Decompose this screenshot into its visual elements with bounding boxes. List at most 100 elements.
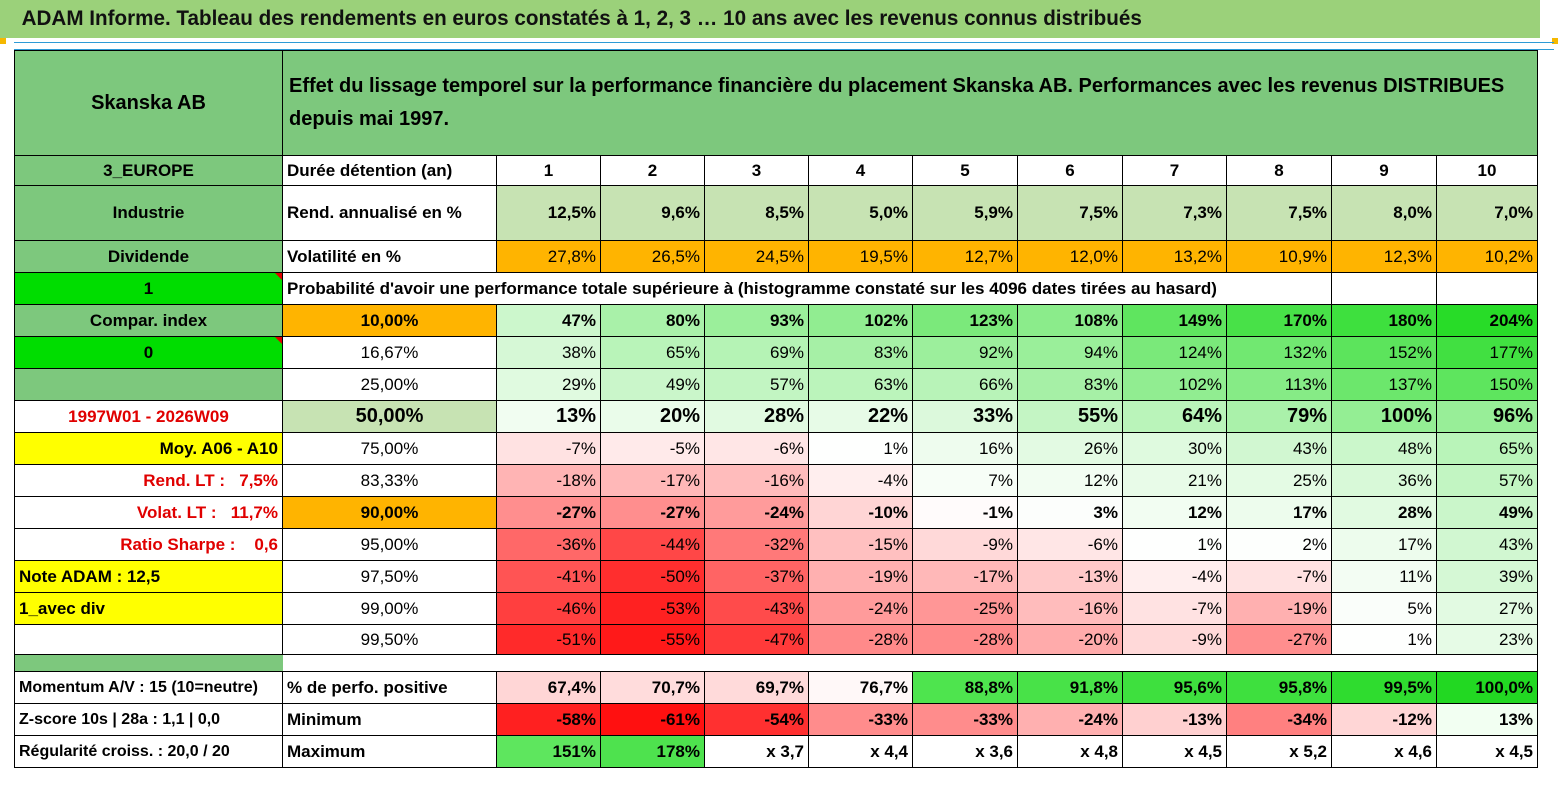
- quantile-value: 100%: [1331, 400, 1437, 433]
- performance-table: Skanska AB Effet du lissage temporel sur…: [14, 50, 1538, 768]
- positive-value: 91,8%: [1017, 671, 1123, 704]
- minimum-value: -58%: [496, 703, 601, 736]
- quantile-value: 170%: [1226, 304, 1332, 337]
- income-cell: Dividende: [14, 240, 283, 273]
- quantile-percent: 75,00%: [282, 432, 497, 465]
- quantile-value: 137%: [1331, 368, 1437, 401]
- quantile-value: 43%: [1226, 432, 1332, 465]
- quantile-value: -7%: [496, 432, 601, 465]
- zscore-cell: Z-score 10s | 28a : 1,1 | 0,0: [14, 703, 283, 736]
- quantile-value: -19%: [808, 560, 913, 593]
- maximum-value: 178%: [600, 735, 705, 768]
- momentum-cell: Momentum A/V : 15 (10=neutre): [14, 671, 283, 704]
- quantile-value: 1%: [808, 432, 913, 465]
- quantile-value: 48%: [1331, 432, 1437, 465]
- quantile-row: 0 16,67% 38% 65% 69% 83% 92% 94% 124% 132% 152% 17…: [14, 336, 1538, 369]
- quantile-value: 132%: [1226, 336, 1332, 369]
- quantile-value: 124%: [1122, 336, 1227, 369]
- quantile-percent: 90,00%: [282, 496, 497, 529]
- quantile-row: 1997W01 - 2026W09 50,00% 13% 20% 28% 22% 33% 5…: [14, 400, 1538, 433]
- quantile-row: Volat. LT : 11,7% 90,00% -27% -27% -24% -10%…: [14, 496, 1538, 529]
- quantile-value: 26%: [1017, 432, 1123, 465]
- quantile-row: 25,00% 29% 49% 57% 63% 66% 83% 102% 113% 137% 150%: [14, 368, 1538, 401]
- quantile-value: -6%: [704, 432, 809, 465]
- year-header: 8: [1226, 155, 1332, 186]
- quantile-value: 63%: [808, 368, 913, 401]
- quantile-value: 3%: [1017, 496, 1123, 529]
- quantile-value: -15%: [808, 528, 913, 561]
- quantile-value: -43%: [704, 592, 809, 625]
- maximum-value: x 4,4: [808, 735, 913, 768]
- quantile-value: -18%: [496, 464, 601, 497]
- sharpe-label: Ratio Sharpe :: [120, 534, 236, 554]
- flag-cell[interactable]: 0: [14, 336, 283, 369]
- rend-value: 7,3%: [1122, 185, 1227, 241]
- quantile-value: 94%: [1017, 336, 1123, 369]
- quantile-value: -36%: [496, 528, 601, 561]
- quantile-row: Moy. A06 - A10 75,00% -7% -5% -6% 1% 16% 26% 30…: [14, 432, 1538, 465]
- spacer-cell: [14, 654, 283, 672]
- quantile-value: -4%: [1122, 560, 1227, 593]
- quantile-value: 92%: [912, 336, 1018, 369]
- quantile-value: 83%: [808, 336, 913, 369]
- quantile-row: Compar. index 10,00% 47% 80% 93% 102% 123% 108…: [14, 304, 1538, 337]
- quantile-value: -13%: [1017, 560, 1123, 593]
- volat-value: 12,7%: [912, 240, 1018, 273]
- year-header: 1: [496, 155, 601, 186]
- quantile-value: 113%: [1226, 368, 1332, 401]
- empty-cell: [14, 368, 283, 401]
- quantile-value: 83%: [1017, 368, 1123, 401]
- year-header: 10: [1436, 155, 1538, 186]
- quantile-row: 1_avec div 99,00% -46% -53% -43% -24% -25% -16…: [14, 592, 1538, 625]
- quantile-value: 55%: [1017, 400, 1123, 433]
- maximum-value: x 4,5: [1122, 735, 1227, 768]
- minimum-value: -24%: [1017, 703, 1123, 736]
- maximum-value: x 4,5: [1436, 735, 1538, 768]
- minimum-row: Z-score 10s | 28a : 1,1 | 0,0 Minimum -5…: [14, 703, 1538, 736]
- volat-value: 24,5%: [704, 240, 809, 273]
- quantile-value: 204%: [1436, 304, 1538, 337]
- volat-value: 26,5%: [600, 240, 705, 273]
- quantile-value: 27%: [1436, 592, 1538, 625]
- volat-value: 10,2%: [1436, 240, 1538, 273]
- maximum-value: x 3,7: [704, 735, 809, 768]
- quantile-value: 108%: [1017, 304, 1123, 337]
- quantile-percent: 97,50%: [282, 560, 497, 593]
- quantile-value: -53%: [600, 592, 705, 625]
- quantile-value: -17%: [600, 464, 705, 497]
- positive-label: % de perfo. positive: [282, 671, 497, 704]
- corner-marker: [1552, 38, 1558, 44]
- quantile-value: -27%: [600, 496, 705, 529]
- quantile-value: -9%: [1122, 624, 1227, 655]
- minimum-value: -12%: [1331, 703, 1437, 736]
- positive-value: 67,4%: [496, 671, 601, 704]
- maximum-row: Régularité croiss. : 20,0 / 20 Maximum 1…: [14, 735, 1538, 768]
- quantile-value: -5%: [600, 432, 705, 465]
- volat-value: 13,2%: [1122, 240, 1227, 273]
- empty-cell: [1436, 272, 1538, 305]
- year-header: 3: [704, 155, 809, 186]
- minimum-value: -13%: [1122, 703, 1227, 736]
- instrument-name: Skanska AB: [14, 50, 283, 156]
- minimum-value: -33%: [912, 703, 1018, 736]
- quantile-value: -50%: [600, 560, 705, 593]
- quantile-value: -10%: [808, 496, 913, 529]
- quantile-value: -55%: [600, 624, 705, 655]
- flag-cell[interactable]: 1: [14, 272, 283, 305]
- quantile-value: -46%: [496, 592, 601, 625]
- quantile-percent: 95,00%: [282, 528, 497, 561]
- minimum-label: Minimum: [282, 703, 497, 736]
- positive-value: 99,5%: [1331, 671, 1437, 704]
- quantile-value: 80%: [600, 304, 705, 337]
- quantile-value: -6%: [1017, 528, 1123, 561]
- rend-value: 8,0%: [1331, 185, 1437, 241]
- quantile-value: 25%: [1226, 464, 1332, 497]
- empty-cell: [14, 624, 283, 655]
- rend-row: Industrie Rend. annualisé en % 12,5% 9,6%…: [14, 185, 1538, 241]
- quantile-value: 102%: [1122, 368, 1227, 401]
- quantile-value: 65%: [600, 336, 705, 369]
- quantile-value: 21%: [1122, 464, 1227, 497]
- rend-value: 5,9%: [912, 185, 1018, 241]
- minimum-value: 13%: [1436, 703, 1538, 736]
- quantile-value: 28%: [704, 400, 809, 433]
